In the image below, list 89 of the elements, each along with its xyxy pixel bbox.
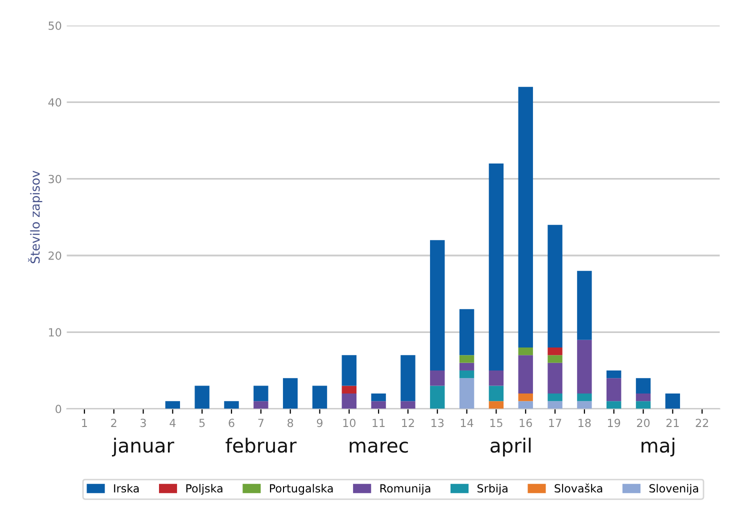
bar <box>518 401 533 409</box>
y-tick-label: 10 <box>49 328 62 337</box>
y-axis-title: Število zapisov <box>28 170 42 264</box>
bar <box>577 340 592 394</box>
bar <box>518 347 533 356</box>
x-tick-label: 7 <box>258 418 264 427</box>
x-tick-label: 18 <box>578 418 591 428</box>
x-tick-label: 8 <box>288 418 294 428</box>
x-tick-label: 3 <box>140 418 146 428</box>
bar <box>194 386 210 409</box>
bar <box>400 355 416 402</box>
x-tick-label: 20 <box>637 418 650 428</box>
bar <box>342 393 356 409</box>
legend-label: Slovenija <box>649 484 698 495</box>
bar <box>282 378 298 409</box>
x-tick-label: 22 <box>696 418 708 427</box>
x-tick-label: 2 <box>111 418 116 427</box>
bar <box>342 386 356 394</box>
x-tick-label: 16 <box>520 418 532 428</box>
y-tick-label: 0 <box>56 404 62 414</box>
bar <box>459 309 474 356</box>
x-tick-label: 6 <box>228 418 234 428</box>
text: maj <box>642 438 674 457</box>
text: januar <box>112 438 174 457</box>
x-tick-label: 21 <box>666 418 679 427</box>
bar <box>548 362 562 394</box>
legend-label: Srbija <box>478 484 508 495</box>
bar <box>371 401 386 409</box>
bar <box>488 370 504 386</box>
bar <box>430 370 445 386</box>
text: februar <box>226 438 297 453</box>
bar <box>459 362 474 370</box>
bar <box>548 347 562 356</box>
bar <box>548 224 562 348</box>
bar <box>459 378 474 409</box>
bar <box>488 164 504 370</box>
legend-label: Romunija <box>380 484 430 495</box>
bar <box>548 355 562 363</box>
bar <box>665 393 680 409</box>
legend-label: Poljska <box>186 484 222 495</box>
bar <box>430 240 445 370</box>
y-tick-label: 50 <box>48 22 62 30</box>
bar <box>518 393 533 402</box>
bar <box>371 393 386 402</box>
bar <box>636 393 651 402</box>
x-tick-label: 1 <box>82 418 87 427</box>
bar <box>254 386 268 402</box>
bar <box>636 401 651 409</box>
y-tick-label: 20 <box>48 251 62 260</box>
bar <box>548 401 562 409</box>
legend-label: Irska <box>114 484 139 493</box>
bar <box>606 401 622 409</box>
text: marec <box>350 442 408 453</box>
y-tick-label: 40 <box>48 98 62 107</box>
bar <box>488 401 504 409</box>
bar <box>165 401 180 409</box>
x-tick-label: 4 <box>170 418 176 427</box>
bar <box>577 270 592 340</box>
bar <box>518 86 533 348</box>
bar <box>548 393 562 402</box>
x-tick-label: 11 <box>372 418 385 427</box>
bar <box>488 386 504 402</box>
bar <box>430 386 445 409</box>
x-tick-label: 17 <box>549 418 562 427</box>
bar <box>312 386 328 409</box>
x-tick-label: 5 <box>199 418 205 428</box>
x-tick-label: 19 <box>608 418 620 428</box>
text: april <box>490 438 531 457</box>
bar <box>459 370 474 378</box>
bar <box>342 355 356 386</box>
x-tick-label: 13 <box>432 418 444 428</box>
legend-label: Portugalska <box>270 484 333 495</box>
bar <box>459 355 474 363</box>
y-tick-label: 30 <box>48 174 62 184</box>
x-tick-label: 10 <box>343 418 356 428</box>
bar <box>577 401 592 409</box>
bar <box>636 378 651 394</box>
bar <box>577 393 592 402</box>
x-tick-label: 9 <box>316 418 322 428</box>
bar <box>606 378 622 402</box>
bar <box>400 401 416 409</box>
bar <box>224 401 239 409</box>
x-tick-label: 15 <box>490 418 502 428</box>
bar <box>254 401 268 409</box>
x-tick-label: 14 <box>460 418 474 427</box>
x-tick-label: 12 <box>402 418 414 427</box>
legend-label: Slovaška <box>554 484 602 493</box>
bar <box>606 370 622 378</box>
bar <box>518 355 533 394</box>
